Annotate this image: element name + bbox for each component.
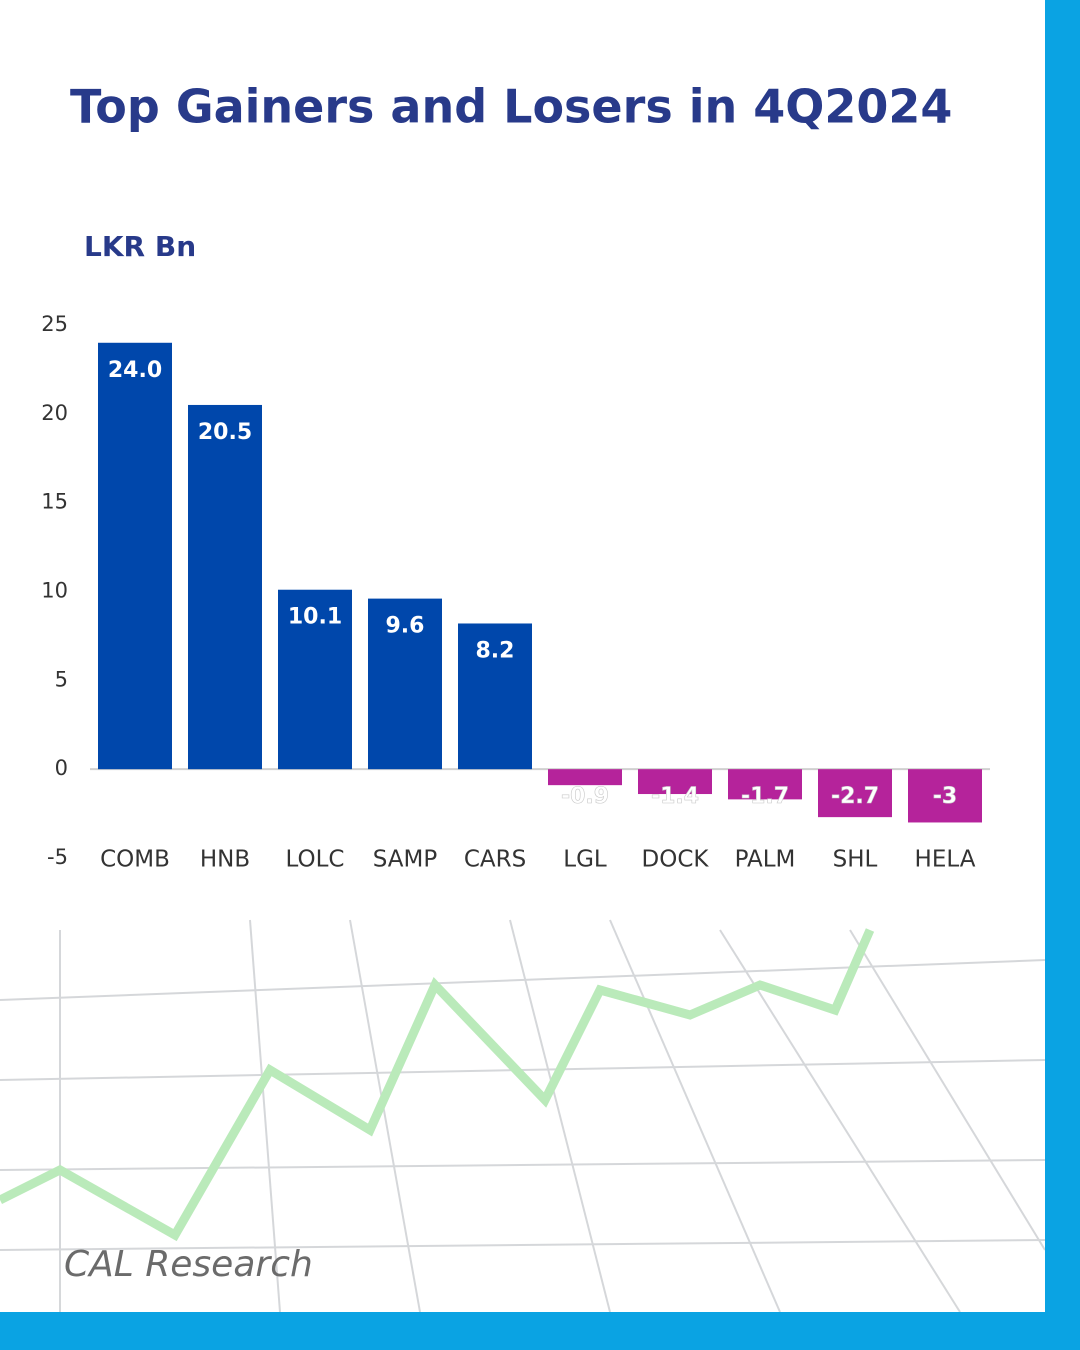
x-tick-label: COMB [100, 847, 170, 873]
decor-line [0, 928, 875, 1242]
value-label: 20.5 [198, 420, 252, 445]
bar [818, 769, 892, 818]
bar [908, 769, 982, 823]
right-border [1045, 0, 1080, 1350]
value-label: -0.9 [561, 784, 609, 809]
value-label: -1.7 [741, 784, 789, 809]
x-tick-label: CARS [464, 847, 526, 873]
bar [368, 598, 442, 770]
value-label: 8.2 [476, 638, 515, 663]
bar [188, 404, 262, 770]
y-tick-label: 25 [41, 312, 68, 336]
bar [728, 769, 802, 800]
y-tick-label: -5 [47, 845, 68, 869]
bar [548, 769, 622, 786]
y-tick-label: 15 [41, 490, 68, 514]
bar [98, 342, 172, 770]
chart-title: Top Gainers and Losers in 4Q2024 [70, 80, 952, 134]
decor-grid [0, 919, 1046, 1313]
y-axis-label: LKR Bn [84, 230, 196, 263]
bar [458, 623, 532, 770]
footer-brand: CAL Research [64, 1244, 313, 1285]
x-tick-label: HELA [915, 847, 976, 873]
value-label: -1.4 [651, 784, 699, 809]
bottom-border [0, 1312, 1080, 1350]
bar [278, 589, 352, 770]
bar [638, 769, 712, 795]
x-tick-label: DOCK [642, 847, 710, 873]
x-tick-label: LGL [563, 847, 607, 873]
y-tick-label: 20 [41, 401, 68, 425]
value-label: -3 [933, 784, 957, 809]
x-tick-label: PALM [735, 847, 796, 873]
y-tick-label: 0 [55, 756, 68, 780]
x-tick-label: LOLC [286, 847, 345, 873]
y-tick-label: 5 [55, 667, 68, 691]
value-label: 10.1 [288, 605, 342, 630]
value-label: 9.6 [386, 614, 425, 639]
x-tick-label: HNB [200, 847, 250, 873]
y-tick-label: 10 [41, 579, 68, 603]
value-label: -2.7 [831, 784, 879, 809]
decorative-stock-image [0, 919, 1046, 1313]
value-label: 24.0 [108, 358, 162, 383]
x-tick-label: SHL [833, 847, 878, 873]
x-tick-label: SAMP [373, 847, 438, 873]
